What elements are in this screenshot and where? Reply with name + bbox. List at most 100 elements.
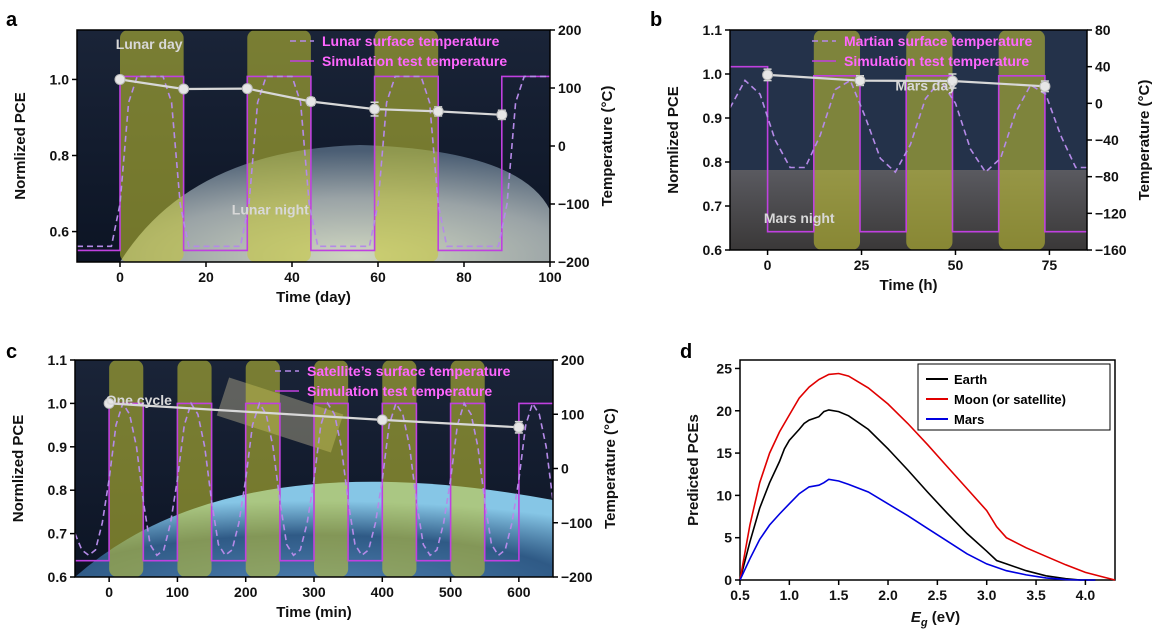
x-tick-label: 0 (764, 257, 772, 273)
x-tick-label: 40 (284, 269, 300, 285)
y2-tick-label: −200 (561, 569, 593, 585)
y-tick-label: 0.7 (48, 526, 68, 542)
y-axis-label: Normlized PCE (665, 86, 682, 194)
series-line-moon-or-satellite- (739, 372, 1116, 581)
legend-label: Mars (954, 412, 984, 427)
day-band (177, 360, 212, 577)
y2-tick-label: 200 (558, 22, 582, 38)
x-tick-label: 0 (105, 584, 113, 600)
y-tick-label: 0.6 (50, 224, 70, 240)
day-band (245, 360, 280, 577)
x-tick-label: 60 (370, 269, 386, 285)
pce-marker (114, 73, 126, 85)
y-tick-label: 15 (716, 445, 732, 461)
legend-label: Satellite’s surface temperature (307, 363, 511, 379)
pce-point (103, 397, 115, 409)
y2-tick-label: 100 (561, 406, 585, 422)
y-tick-label: 0.6 (48, 569, 68, 585)
legend: Lunar surface temperature Simulation test… (290, 33, 507, 69)
panel-c-chart: 0 100 200 300 400 500 600 0.6 0.7 0.8 0.9 1.0 1.1 −20… (10, 352, 619, 621)
legend-label: Simulation test temperature (844, 53, 1029, 69)
y-tick-label: 10 (716, 487, 732, 503)
pce-point (762, 68, 774, 82)
y2-axis-label: Temperature (°C) (602, 408, 619, 529)
y2-tick-label: 0 (558, 138, 566, 154)
x-tick-label: 500 (439, 584, 463, 600)
y-tick-label: 1.1 (48, 352, 68, 368)
panel-b-chart: 0 25 50 75 0.6 0.7 0.8 0.9 1.0 1.1 −160 −120 −80 −40 0… (665, 22, 1153, 294)
pce-line (767, 73, 1045, 88)
day-band (247, 30, 311, 262)
y2-tick-label: −100 (558, 196, 590, 212)
x-axis-label: Eg (eV) (911, 609, 960, 629)
panel-d-chart: 0.5 1.0 1.5 2.0 2.5 3.0 3.5 4.0 0 5 10 15 20 25 Eg (eV… (685, 360, 1116, 629)
y2-axis-label: Temperature (°C) (1136, 80, 1153, 201)
day-band (382, 360, 417, 577)
panel-label-b: b (650, 9, 662, 31)
y2-tick-label: −40 (1095, 132, 1119, 148)
pce-point (376, 414, 388, 426)
panel-label-c: c (6, 341, 17, 363)
y-tick-label: 0 (724, 572, 732, 588)
pce-marker (1039, 80, 1051, 92)
x-axis-label-unit: (eV) (928, 609, 961, 626)
day-band (109, 360, 144, 577)
pce-point (369, 101, 381, 117)
y2-tick-label: −80 (1095, 169, 1119, 185)
pce-marker (178, 83, 190, 95)
x-tick-label: 3.0 (977, 587, 997, 603)
legend-label: Martian surface temperature (844, 33, 1033, 49)
day-band (906, 30, 953, 250)
y2-tick-label: 200 (561, 352, 585, 368)
annotation: Mars night (764, 210, 835, 226)
x-tick-label: 25 (854, 257, 870, 273)
x-tick-label: 200 (234, 584, 258, 600)
pce-point (178, 83, 190, 95)
annotation: Lunar day (116, 36, 183, 52)
x-tick-label: 0 (116, 269, 124, 285)
legend-label: Simulation test temperature (322, 53, 507, 69)
y2-axis-label: Temperature (°C) (599, 86, 616, 207)
y-tick-label: 5 (724, 530, 732, 546)
pce-marker (854, 75, 866, 87)
x-tick-label: 400 (371, 584, 395, 600)
panel-label-d: d (680, 341, 692, 363)
pce-marker (103, 397, 115, 409)
y-tick-label: 0.8 (48, 482, 68, 498)
x-tick-label: 2.5 (928, 587, 948, 603)
y-tick-label: 25 (716, 360, 732, 376)
y-axis-label: Predicted PCEs (685, 414, 702, 526)
y2-tick-label: −160 (1095, 242, 1127, 258)
y-tick-label: 1.1 (703, 22, 723, 38)
y-tick-label: 0.6 (703, 242, 723, 258)
y-axis-label: Normlized PCE (12, 92, 29, 200)
x-tick-label: 3.5 (1026, 587, 1046, 603)
pce-point (305, 96, 317, 108)
legend: Martian surface temperature Simulation te… (812, 33, 1033, 69)
x-tick-label: 20 (198, 269, 214, 285)
x-tick-label: 600 (507, 584, 531, 600)
pce-marker (496, 109, 508, 121)
x-tick-label: 1.0 (780, 587, 800, 603)
pce-marker (946, 75, 958, 87)
y-tick-label: 1.0 (48, 395, 68, 411)
legend-label: Earth (954, 372, 987, 387)
x-tick-label: 75 (1042, 257, 1058, 273)
y2-tick-label: −120 (1095, 205, 1127, 221)
x-tick-label: 80 (456, 269, 472, 285)
y2-tick-label: 100 (558, 80, 582, 96)
annotation: Mars day (895, 77, 956, 93)
x-axis-label: Time (day) (276, 289, 351, 306)
y-tick-label: 20 (716, 403, 732, 419)
series-line-earth (739, 409, 1096, 581)
x-axis-label: Time (h) (879, 277, 937, 294)
pce-marker (513, 421, 525, 433)
surface-temperature-line (729, 79, 1087, 174)
legend: Earth Moon (or satellite) Mars (917, 363, 1111, 431)
x-axis-label: Time (min) (276, 604, 352, 621)
y2-tick-label: 40 (1095, 59, 1111, 75)
y2-tick-label: 0 (561, 461, 569, 477)
x-tick-label: 100 (166, 584, 190, 600)
x-tick-label: 100 (538, 269, 562, 285)
day-band (813, 30, 861, 250)
